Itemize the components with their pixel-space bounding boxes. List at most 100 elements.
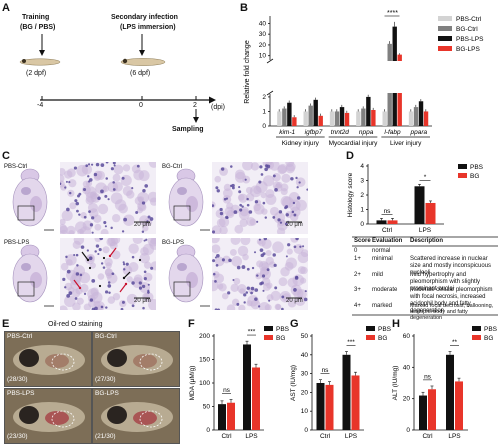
- nucleus: [98, 248, 102, 252]
- nucleus: [102, 266, 106, 269]
- nucleus: [291, 210, 295, 214]
- cytoplasm: [61, 209, 73, 222]
- nucleus: [285, 213, 289, 217]
- nucleus: [65, 255, 68, 259]
- cytoplasm: [97, 273, 105, 280]
- nucleus: [216, 253, 220, 258]
- cytoplasm: [231, 256, 243, 267]
- bar: [428, 389, 436, 430]
- nucleus: [215, 186, 219, 190]
- cytoplasm: [107, 296, 116, 304]
- nucleus: [281, 295, 285, 299]
- group-label: Liver injury: [390, 140, 422, 147]
- timeline-graphic: [19, 34, 216, 123]
- nucleus: [143, 239, 146, 242]
- chart-g: 0 10 20 30 40 50 AST (IU/mg) Ctrl ns LPS *** PBS BG: [290, 326, 392, 440]
- y-tick-label: 0: [262, 123, 266, 130]
- cytoplasm: [132, 238, 143, 245]
- nucleus: [293, 288, 297, 292]
- chart-h: 0 20 40 60 ALT (IU/mg) Ctrl ns LPS ** PBS BG: [392, 326, 498, 440]
- larva-eye: [107, 349, 127, 367]
- nucleus: [246, 197, 249, 201]
- nucleus: [91, 231, 94, 234]
- bar: [277, 111, 282, 126]
- nucleus: [107, 281, 111, 284]
- annotation-arrow: [73, 279, 81, 289]
- nucleus: [78, 213, 81, 216]
- oil-red-title: Oil-red O staining: [48, 321, 103, 328]
- cytoplasm: [242, 162, 253, 171]
- nucleus: [87, 175, 90, 178]
- cytoplasm: [118, 203, 128, 214]
- x-tick-label: LPS: [345, 433, 358, 440]
- cytoplasm: [89, 262, 96, 269]
- x-tick-label: Ctrl: [422, 433, 433, 440]
- nucleus: [142, 189, 146, 193]
- panel-label-f: F: [188, 318, 195, 330]
- nucleus: [78, 192, 82, 196]
- y-tick-label: 20: [301, 389, 309, 396]
- cytoplasm: [123, 214, 135, 226]
- bar-break-gap: [392, 61, 398, 93]
- nucleus: [238, 186, 241, 189]
- cytoplasm: [287, 298, 297, 308]
- cytoplasm: [126, 293, 138, 305]
- section-label: PBS-LPS: [4, 240, 30, 246]
- annotation-arrow: [123, 271, 131, 279]
- nucleus: [245, 291, 249, 294]
- nucleus: [221, 258, 225, 262]
- cytoplasm: [94, 223, 102, 231]
- nucleus: [219, 207, 223, 212]
- nucleus: [75, 253, 79, 257]
- nucleus: [74, 297, 78, 300]
- significance-label: *: [424, 174, 427, 181]
- bar: [342, 354, 351, 430]
- cytoplasm: [266, 294, 274, 302]
- section-organ: [30, 272, 42, 288]
- nucleus: [94, 250, 97, 253]
- bar-break-gap: [387, 61, 393, 93]
- section-label: BG-LPS: [162, 240, 185, 246]
- histology-zoom: [60, 238, 156, 310]
- nucleus: [248, 210, 253, 214]
- section-organ: [21, 187, 31, 195]
- annotation-arrow: [81, 251, 89, 261]
- cytoplasm: [290, 206, 301, 217]
- nucleus: [68, 181, 71, 184]
- cytoplasm: [265, 249, 272, 257]
- larva-image: [5, 389, 91, 443]
- table-description: Scattered increase in nuclear size and m…: [410, 256, 492, 276]
- liver-outline: [139, 353, 163, 371]
- bar: [351, 375, 360, 430]
- y-tick-label: 20: [403, 396, 411, 403]
- table-description: Moderate cellular pleomorphism with foca…: [410, 287, 493, 314]
- y-tick-label: 0: [360, 221, 364, 228]
- bar: [446, 354, 454, 430]
- nucleus: [238, 190, 242, 194]
- group-label: Kidney injury: [282, 140, 320, 147]
- nucleus: [295, 275, 299, 279]
- y-tick-label: 40: [259, 20, 267, 27]
- cytoplasm: [216, 218, 226, 228]
- nucleus: [260, 281, 264, 285]
- legend-swatch: [472, 335, 481, 340]
- nucleus: [99, 238, 104, 241]
- nucleus: [121, 300, 125, 304]
- legend-swatch: [458, 173, 467, 178]
- nucleus: [293, 245, 297, 249]
- cytoplasm: [286, 162, 296, 172]
- section-zoom-box: [17, 281, 35, 297]
- nucleus: [281, 307, 284, 310]
- nucleus: [120, 307, 124, 310]
- nucleus: [87, 163, 91, 166]
- x-tick-label: kim-1: [279, 129, 295, 136]
- cytoplasm: [277, 164, 287, 175]
- nucleus: [212, 259, 216, 263]
- annotation-dot: [88, 266, 92, 270]
- cytoplasm: [139, 252, 150, 264]
- histology-micrograph: [212, 162, 308, 234]
- section-label: PBS-Ctrl: [4, 164, 28, 170]
- histology-micrograph: [60, 162, 156, 234]
- cytoplasm: [149, 197, 156, 206]
- nucleus: [143, 277, 147, 281]
